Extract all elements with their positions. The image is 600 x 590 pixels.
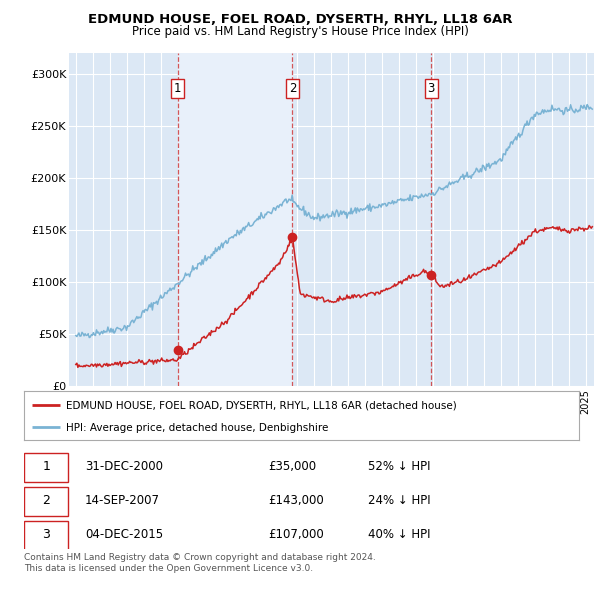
Text: 14-SEP-2007: 14-SEP-2007 [85,494,160,507]
Text: 2: 2 [42,494,50,507]
Text: 04-DEC-2015: 04-DEC-2015 [85,527,163,541]
Text: Contains HM Land Registry data © Crown copyright and database right 2024.
This d: Contains HM Land Registry data © Crown c… [24,553,376,573]
Text: £143,000: £143,000 [268,494,324,507]
Text: EDMUND HOUSE, FOEL ROAD, DYSERTH, RHYL, LL18 6AR: EDMUND HOUSE, FOEL ROAD, DYSERTH, RHYL, … [88,13,512,26]
Bar [178,53,292,386]
Text: 2: 2 [289,81,296,94]
Text: 3: 3 [42,527,50,541]
Text: 1: 1 [174,81,181,94]
Text: Price paid vs. HM Land Registry's House Price Index (HPI): Price paid vs. HM Land Registry's House … [131,25,469,38]
Text: 3: 3 [428,81,435,94]
Text: HPI: Average price, detached house, Denbighshire: HPI: Average price, detached house, Denb… [65,424,328,434]
Text: £35,000: £35,000 [268,460,316,473]
Text: £107,000: £107,000 [268,527,324,541]
Text: 1: 1 [42,460,50,473]
FancyBboxPatch shape [24,521,68,550]
FancyBboxPatch shape [24,453,68,481]
Text: 31-DEC-2000: 31-DEC-2000 [85,460,163,473]
Text: 52% ↓ HPI: 52% ↓ HPI [368,460,431,473]
FancyBboxPatch shape [24,487,68,516]
Text: EDMUND HOUSE, FOEL ROAD, DYSERTH, RHYL, LL18 6AR (detached house): EDMUND HOUSE, FOEL ROAD, DYSERTH, RHYL, … [65,401,457,411]
Text: 40% ↓ HPI: 40% ↓ HPI [368,527,431,541]
Text: 24% ↓ HPI: 24% ↓ HPI [368,494,431,507]
